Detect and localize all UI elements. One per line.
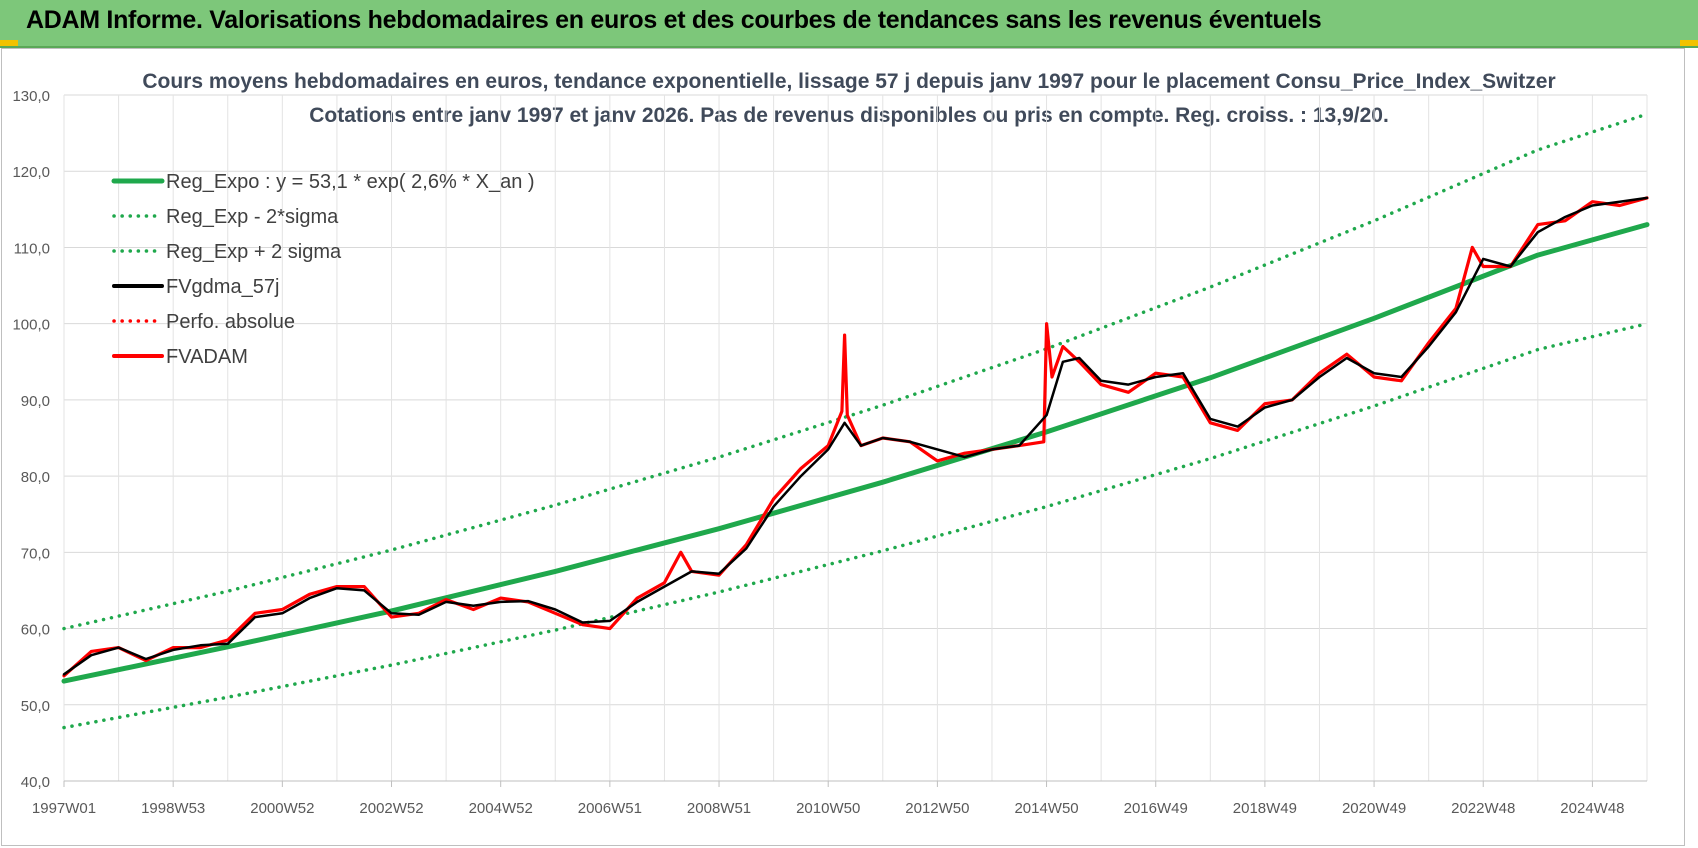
corner-marker-right (1680, 40, 1698, 46)
chart-frame (1, 48, 1685, 846)
y-tick-label: 40,0 (21, 774, 50, 791)
y-tick-label: 110,0 (14, 240, 50, 257)
y-tick-label: 50,0 (21, 698, 50, 715)
legend-label: Reg_Exp + 2 sigma (166, 241, 342, 263)
x-tick-label: 2008W51 (687, 800, 751, 817)
x-tick-label: 2004W52 (469, 800, 533, 817)
x-tick-label: 2002W52 (359, 800, 423, 817)
y-tick-label: 60,0 (21, 622, 50, 639)
x-tick-label: 2014W50 (1014, 800, 1078, 817)
x-tick-label: 2022W48 (1451, 800, 1515, 817)
y-tick-label: 100,0 (12, 317, 50, 334)
regression-exponential-line (61, 222, 1650, 684)
report-title: ADAM Informe. Valorisations hebdomadaire… (26, 6, 1322, 34)
legend-label: Reg_Expo : y = 53,1 * exp( 2,6% * X_an ) (166, 171, 535, 193)
fvgdma-57j-line (62, 196, 1649, 676)
y-tick-label: 120,0 (12, 164, 50, 181)
x-tick-label: 1998W53 (141, 800, 205, 817)
chart-subtitle: Cotations entre janv 1997 et janv 2026. … (309, 104, 1389, 127)
y-tick-label: 90,0 (21, 393, 50, 410)
x-tick-label: 2010W50 (796, 800, 860, 817)
legend-label: Reg_Exp - 2*sigma (166, 206, 339, 228)
regression-minus-2sigma-line (62, 321, 1649, 730)
x-tick-label: 2024W48 (1560, 800, 1624, 817)
x-tick-label: 2020W49 (1342, 800, 1406, 817)
y-tick-label: 80,0 (21, 469, 50, 486)
legend-label: FVADAM (166, 346, 248, 368)
x-tick-label: 2012W50 (905, 800, 969, 817)
x-tick-label: 2018W49 (1233, 800, 1297, 817)
chart-title: Cours moyens hebdomadaires en euros, ten… (142, 70, 1556, 93)
y-tick-label: 130,0 (12, 88, 50, 105)
x-tick-label: 1997W01 (32, 800, 96, 817)
y-tick-label: 70,0 (21, 545, 50, 562)
legend-label: FVgdma_57j (166, 276, 279, 298)
regression-plus-2sigma-line (62, 112, 1649, 631)
x-tick-label: 2016W49 (1124, 800, 1188, 817)
x-tick-label: 2006W51 (578, 800, 642, 817)
corner-marker-left (0, 40, 18, 46)
x-tick-label: 2000W52 (250, 800, 314, 817)
report-banner: ADAM Informe. Valorisations hebdomadaire… (0, 0, 1698, 48)
legend-label: Perfo. absolue (166, 311, 295, 333)
